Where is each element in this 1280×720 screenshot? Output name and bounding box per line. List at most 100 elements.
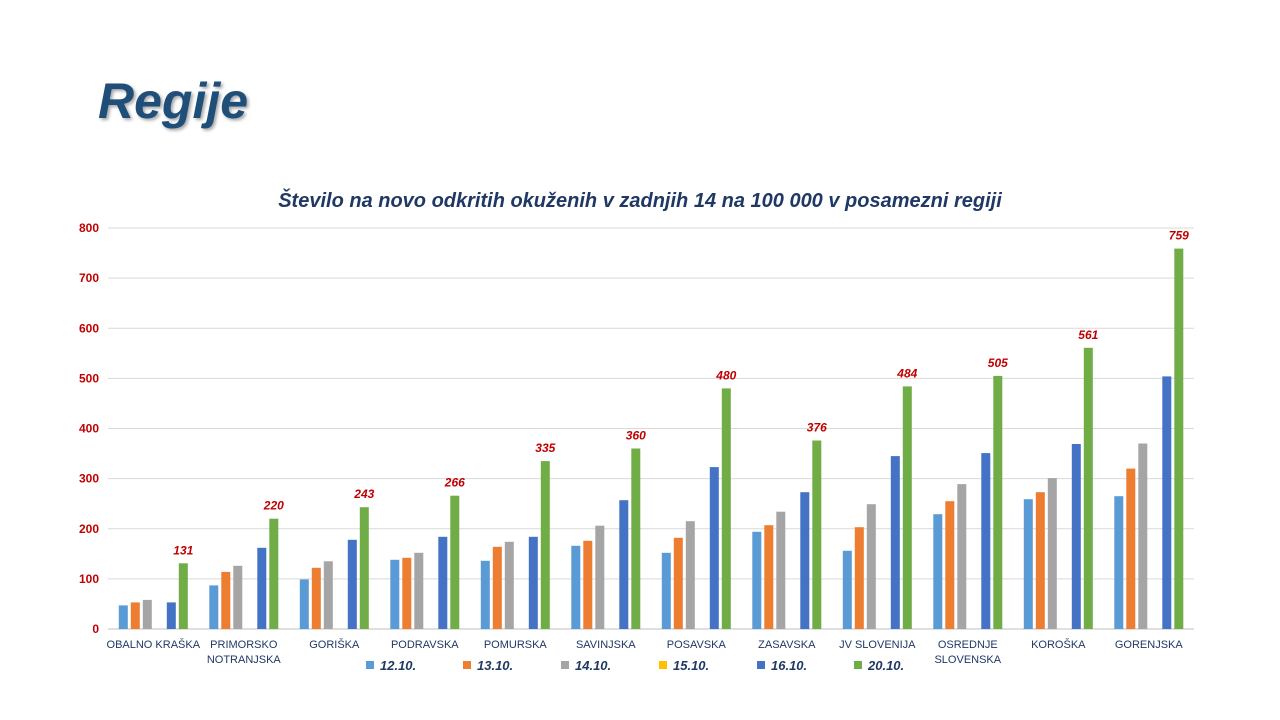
category-label: POMURSKA — [484, 639, 548, 651]
slide-title: Regije — [98, 73, 249, 129]
bar-12-10 — [1114, 496, 1124, 629]
data-label: 243 — [353, 487, 374, 501]
legend-swatch — [757, 661, 765, 669]
legend-swatch — [561, 661, 569, 669]
bar-12-10 — [209, 585, 219, 629]
y-tick-label: 800 — [79, 221, 99, 235]
bar-12-10 — [571, 545, 581, 629]
legend-swatch — [366, 661, 374, 669]
bar-20-10 — [721, 388, 731, 629]
data-label: 505 — [988, 356, 1008, 370]
bar-14-10 — [1047, 478, 1057, 629]
bar-16-10 — [528, 536, 538, 629]
bar-16-10 — [800, 492, 810, 629]
bar-13-10 — [673, 537, 683, 629]
bar-14-10 — [957, 484, 967, 629]
bar-14-10 — [414, 552, 424, 629]
legend-label: 20.10. — [867, 658, 904, 673]
bar-14-10 — [866, 504, 876, 629]
bar-13-10 — [583, 540, 593, 629]
bar-20-10 — [1174, 248, 1184, 629]
data-label: 131 — [173, 543, 193, 557]
bar-13-10 — [221, 571, 231, 629]
legend-swatch — [854, 661, 862, 669]
legend-swatch — [463, 661, 471, 669]
bar-16-10 — [257, 547, 267, 629]
bar-13-10 — [492, 546, 502, 629]
bar-20-10 — [359, 507, 369, 629]
bar-20-10 — [450, 495, 460, 629]
bar-14-10 — [323, 561, 333, 629]
bar-16-10 — [1071, 444, 1081, 629]
category-label: JV SLOVENIJA — [839, 639, 916, 651]
data-label: 376 — [807, 421, 827, 435]
bar-20-10 — [993, 375, 1003, 629]
data-label: 220 — [263, 499, 284, 513]
bar-16-10 — [438, 536, 448, 629]
legend-label: 15.10. — [673, 658, 709, 673]
bar-14-10 — [1138, 443, 1148, 629]
y-tick-label: 700 — [79, 271, 99, 285]
bar-16-10 — [347, 539, 357, 629]
legend-label: 16.10. — [771, 658, 807, 673]
bar-13-10 — [311, 567, 321, 629]
bar-14-10 — [595, 525, 605, 629]
y-tick-label: 500 — [79, 371, 99, 385]
y-tick-label: 200 — [79, 522, 99, 536]
bar-13-10 — [945, 501, 955, 629]
legend-label: 13.10. — [477, 658, 513, 673]
bar-20-10 — [631, 448, 641, 629]
category-label: NOTRANJSKA — [207, 654, 282, 666]
data-label: 561 — [1078, 328, 1098, 342]
y-tick-label: 300 — [79, 472, 99, 486]
bar-20-10 — [540, 461, 550, 629]
category-label: GORENJSKA — [1115, 639, 1184, 651]
bar-13-10 — [1126, 468, 1136, 629]
legend-label: 12.10. — [380, 658, 416, 673]
bar-13-10 — [130, 602, 140, 629]
data-label: 360 — [626, 429, 646, 443]
bar-13-10 — [1035, 492, 1045, 629]
bar-16-10 — [166, 602, 176, 629]
bar-20-10 — [902, 386, 912, 629]
bar-14-10 — [776, 511, 786, 629]
bar-16-10 — [619, 500, 629, 629]
category-label: GORIŠKA — [309, 638, 360, 651]
category-label: ZASAVSKA — [758, 639, 816, 651]
category-label: SLOVENSKA — [934, 654, 1001, 666]
chart-title: Število na novo odkritih okuženih v zadn… — [278, 190, 1002, 212]
bar-16-10 — [890, 456, 900, 629]
bar-14-10 — [504, 541, 514, 629]
bar-14-10 — [142, 599, 152, 629]
bar-13-10 — [854, 527, 864, 629]
category-label: KOROŠKA — [1031, 638, 1086, 651]
bar-12-10 — [1023, 499, 1033, 629]
category-label: SAVINJSKA — [576, 639, 636, 651]
bar-16-10 — [1162, 376, 1172, 629]
bar-12-10 — [661, 552, 671, 629]
bar-14-10 — [685, 521, 695, 629]
category-label: POSAVSKA — [667, 639, 727, 651]
bar-20-10 — [178, 563, 188, 629]
bar-14-10 — [233, 565, 243, 629]
data-label: 484 — [896, 366, 917, 380]
bar-16-10 — [981, 453, 991, 629]
bar-12-10 — [933, 514, 943, 629]
bar-16-10 — [709, 467, 719, 629]
bar-12-10 — [480, 560, 490, 629]
bar-12-10 — [118, 605, 128, 629]
bar-13-10 — [402, 557, 412, 629]
y-tick-label: 100 — [79, 572, 99, 586]
legend-swatch — [659, 661, 667, 669]
bar-20-10 — [1083, 347, 1093, 629]
category-label: PRIMORSKO — [210, 639, 278, 651]
legend-label: 14.10. — [575, 658, 611, 673]
y-tick-label: 600 — [79, 321, 99, 335]
bar-20-10 — [269, 518, 279, 629]
category-label: PODRAVSKA — [391, 639, 459, 651]
data-label: 480 — [715, 368, 736, 382]
bar-12-10 — [390, 559, 400, 629]
y-tick-label: 0 — [92, 622, 99, 636]
bar-13-10 — [764, 525, 774, 629]
